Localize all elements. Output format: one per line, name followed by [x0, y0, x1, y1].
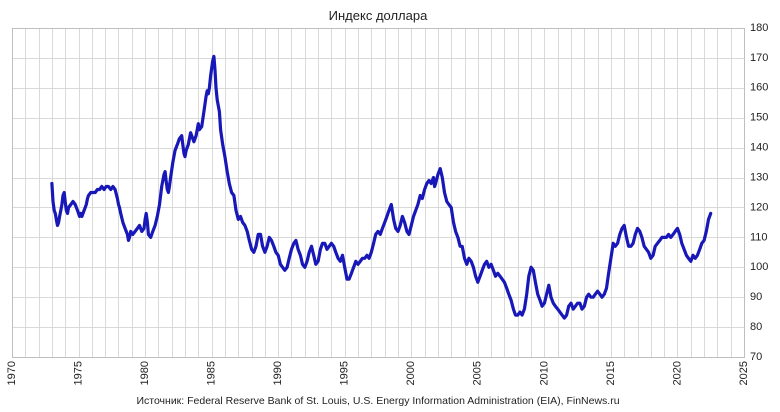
x-tick-label: 2000: [405, 361, 417, 385]
y-tick-label: 70: [750, 351, 762, 363]
series-group: [50, 54, 713, 320]
x-tick-label: 2010: [538, 361, 550, 385]
y-tick-label: 170: [750, 52, 768, 64]
x-tick-label: 1985: [206, 361, 218, 385]
x-axis-labels: 1970 1975 1980 1985 1990 1995 2000 2005 2010 2015…: [6, 361, 750, 385]
plot-area-frame: [12, 28, 745, 358]
x-tick-label: 1995: [339, 361, 351, 385]
y-axis-labels: 70 80 90 100 110 120 130 140 150 160 170 180: [750, 22, 768, 363]
y-tick-label: 90: [750, 291, 762, 303]
y-tick-label: 120: [750, 201, 768, 213]
y-tick-label: 180: [750, 22, 768, 34]
x-tick-label: 1990: [272, 361, 284, 385]
x-tick-label: 2005: [472, 361, 484, 385]
y-tick-label: 80: [750, 321, 762, 333]
x-tick-label: 2015: [605, 361, 617, 385]
chart-title: Индекс доллара: [329, 8, 428, 23]
grid: [12, 28, 745, 358]
series-line: [50, 54, 713, 320]
y-tick-label: 150: [750, 112, 768, 124]
x-tick-label: 1980: [139, 361, 151, 385]
x-tick-label: 2020: [671, 361, 683, 385]
y-tick-label: 140: [750, 142, 768, 154]
y-tick-label: 160: [750, 82, 768, 94]
x-tick-label: 2025: [738, 361, 750, 385]
y-tick-label: 100: [750, 261, 768, 273]
x-tick-label: 1975: [72, 361, 84, 385]
source-note: Источник: Federal Reserve Bank of St. Lo…: [136, 395, 619, 407]
x-tick-label: 1970: [6, 361, 18, 385]
y-tick-label: 110: [750, 231, 768, 243]
y-tick-label: 130: [750, 171, 768, 183]
